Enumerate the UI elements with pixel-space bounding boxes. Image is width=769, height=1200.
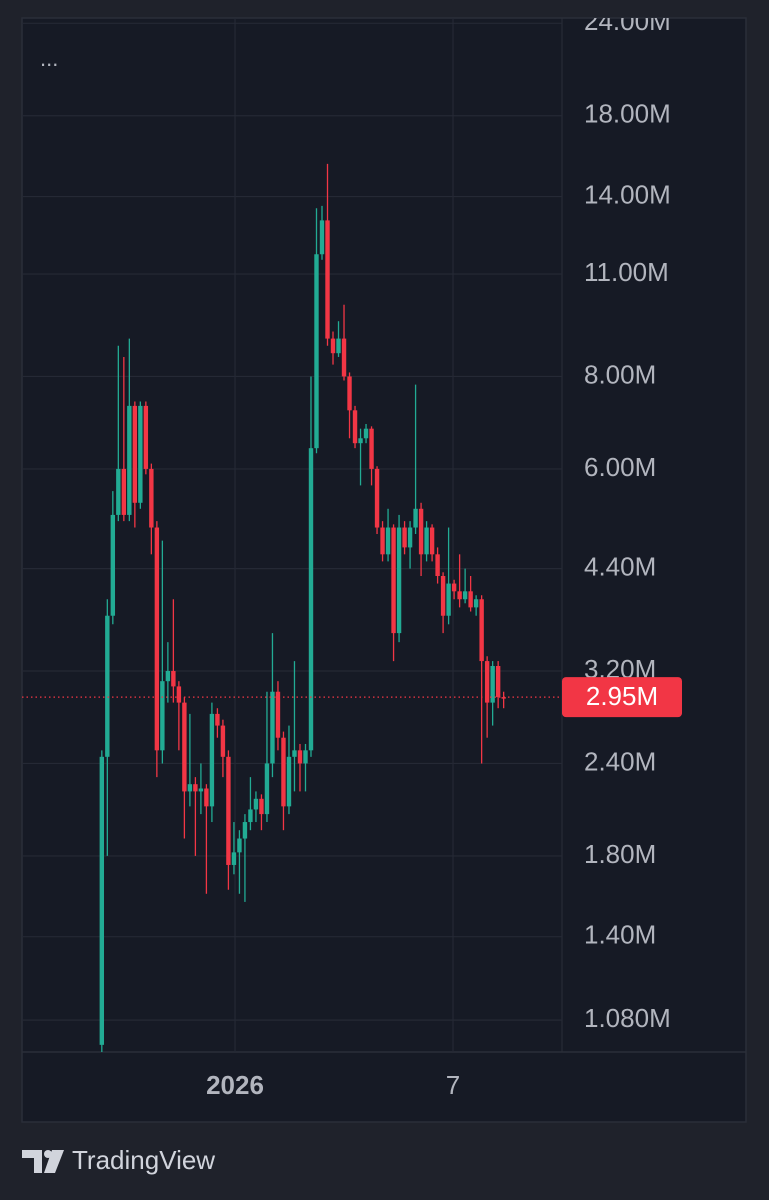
candle-body (226, 756, 231, 865)
candle-body (182, 702, 187, 792)
y-tick-label: 11.00M (584, 257, 669, 287)
candle-body (264, 763, 270, 815)
candle-body (253, 798, 259, 810)
y-tick-label: 6.00M (584, 452, 656, 482)
candle-body (176, 686, 182, 703)
candle-body (391, 527, 396, 634)
time-axis: 2026 7 (206, 1070, 460, 1100)
candle-body (380, 527, 385, 555)
menu-dots[interactable]: ... (40, 46, 58, 71)
candle-body (209, 713, 215, 807)
y-tick-label: 2.40M (584, 746, 656, 776)
candle-body (132, 405, 138, 503)
candle-body (248, 809, 253, 823)
candle-body (160, 681, 165, 751)
y-tick-label: 4.40M (584, 551, 656, 581)
candle-body (435, 554, 440, 577)
candle-body (402, 527, 407, 548)
candle-body (451, 583, 457, 592)
candle-body (473, 599, 479, 608)
candle-body (220, 725, 226, 757)
brand-logo (22, 1150, 64, 1173)
candle-body (297, 750, 303, 764)
candle-body (215, 713, 220, 726)
candle-body (116, 468, 121, 515)
candle-body (479, 599, 484, 662)
candle-body (165, 670, 171, 682)
candle-body (424, 527, 429, 555)
candle-body (440, 576, 446, 616)
candle-body (231, 852, 237, 865)
candle-body (369, 428, 374, 469)
candle-body (204, 788, 209, 807)
candle-body (281, 737, 286, 807)
last-price-label: 2.95M (586, 681, 658, 711)
candle-body (286, 756, 292, 807)
candle-body (138, 405, 143, 503)
candle-body (154, 527, 160, 751)
candle-body (457, 591, 462, 600)
candle-body (396, 527, 402, 634)
y-tick-label: 1.080M (584, 1003, 671, 1033)
y-tick-label: 1.80M (584, 839, 656, 869)
candle-body (358, 438, 363, 444)
candle-body (490, 665, 495, 703)
candle-body (143, 405, 149, 469)
x-tick-label: 7 (446, 1070, 460, 1100)
last-price-badge (562, 677, 682, 718)
y-tick-label: 24.00M (584, 6, 671, 36)
candle-body (319, 220, 325, 255)
candle-body (446, 583, 451, 616)
brand-name: TradingView (72, 1145, 215, 1175)
candle-body (352, 410, 358, 444)
chart-panel (21, 17, 747, 1123)
candle-body (259, 798, 264, 815)
candle-body (347, 376, 352, 411)
candle-body (374, 468, 380, 528)
candle-body (105, 615, 110, 757)
candle-body (501, 697, 506, 699)
candle-body (325, 220, 330, 339)
candle-body (484, 661, 490, 703)
candle-body (363, 428, 369, 439)
candle-body (418, 508, 424, 555)
candle-body (171, 670, 176, 687)
candle-body (413, 508, 418, 528)
candle-body (462, 591, 468, 600)
candle-body (237, 838, 242, 853)
y-tick-label: 8.00M (584, 359, 656, 389)
candle-body (429, 527, 435, 555)
candle-body (292, 750, 297, 757)
candle-body (242, 822, 248, 839)
candle-body (341, 338, 347, 377)
y-tick-label: 14.00M (584, 179, 671, 209)
candle-body (336, 338, 341, 354)
candle-body (121, 468, 127, 515)
candle-body (314, 254, 319, 449)
candle-body (198, 788, 204, 792)
candle-body (149, 468, 154, 528)
candle-body (303, 750, 308, 764)
candle-body (275, 691, 281, 738)
candle-body (308, 448, 314, 751)
candle-body (127, 405, 132, 515)
candle-body (407, 527, 413, 548)
y-tick-label: 1.40M (584, 920, 656, 950)
candle-body (468, 591, 473, 608)
candle-body (330, 338, 336, 354)
candles (22, 163, 562, 1052)
price-axis: 24.00M18.00M14.00M11.00M8.00M6.00M4.40M3… (584, 6, 671, 1033)
candle-body (99, 756, 105, 1045)
y-tick-label: 18.00M (584, 99, 671, 129)
candle-body (187, 784, 193, 792)
candle-body (385, 527, 391, 555)
candle-body (193, 784, 198, 792)
candle-body (110, 514, 116, 616)
x-tick-label: 2026 (206, 1070, 264, 1100)
candle-body (495, 665, 501, 698)
candle-body (270, 691, 275, 764)
